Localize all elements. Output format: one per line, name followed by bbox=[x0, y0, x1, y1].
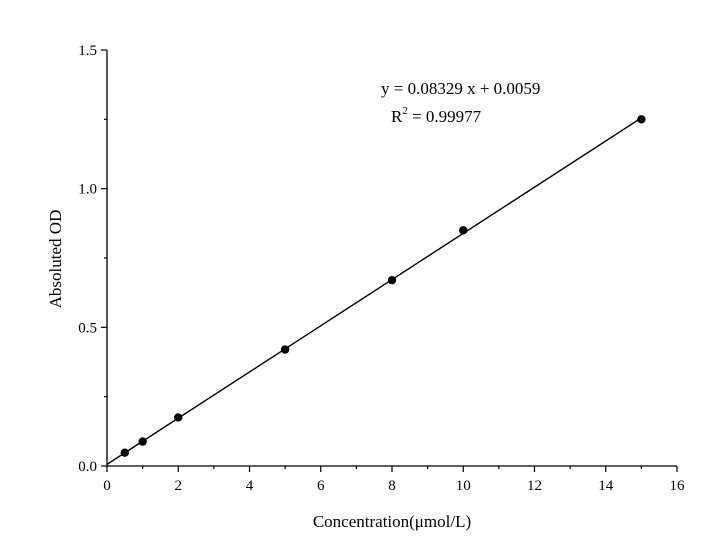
plot-area: 0 2 4 6 8 10 12 14 16 0.0 0.5 1.0 1.5 bbox=[78, 43, 685, 494]
x-axis-label: Concentration(μmol/L) bbox=[313, 512, 471, 531]
x-tick-label: 2 bbox=[175, 478, 183, 494]
data-point bbox=[637, 115, 646, 124]
data-point bbox=[174, 413, 183, 422]
x-tick-label: 12 bbox=[527, 478, 542, 494]
data-point bbox=[387, 275, 397, 285]
x-tick-label: 10 bbox=[456, 478, 471, 494]
regression-line bbox=[106, 117, 642, 465]
y-tick-label: 1.0 bbox=[78, 182, 97, 198]
data-point bbox=[459, 226, 468, 235]
x-tick-label: 8 bbox=[388, 478, 396, 494]
y-tick-label: 0.5 bbox=[78, 320, 97, 336]
x-tick-label: 6 bbox=[317, 478, 325, 494]
data-point bbox=[280, 345, 290, 354]
x-tick-label: 14 bbox=[598, 478, 614, 494]
x-tick-label: 4 bbox=[246, 478, 254, 494]
y-tick-label: 0.0 bbox=[78, 459, 97, 475]
r-squared-annotation: R2 = 0.99977 bbox=[391, 105, 482, 126]
y-tick-label: 1.5 bbox=[78, 43, 97, 59]
data-point bbox=[120, 448, 130, 457]
y-axis-label: Absoluted OD bbox=[46, 210, 65, 309]
regression-equation: y = 0.08329 x + 0.0059 bbox=[381, 79, 540, 98]
data-point bbox=[138, 437, 147, 446]
x-tick-label: 16 bbox=[670, 478, 686, 494]
x-tick-label: 0 bbox=[103, 478, 111, 494]
